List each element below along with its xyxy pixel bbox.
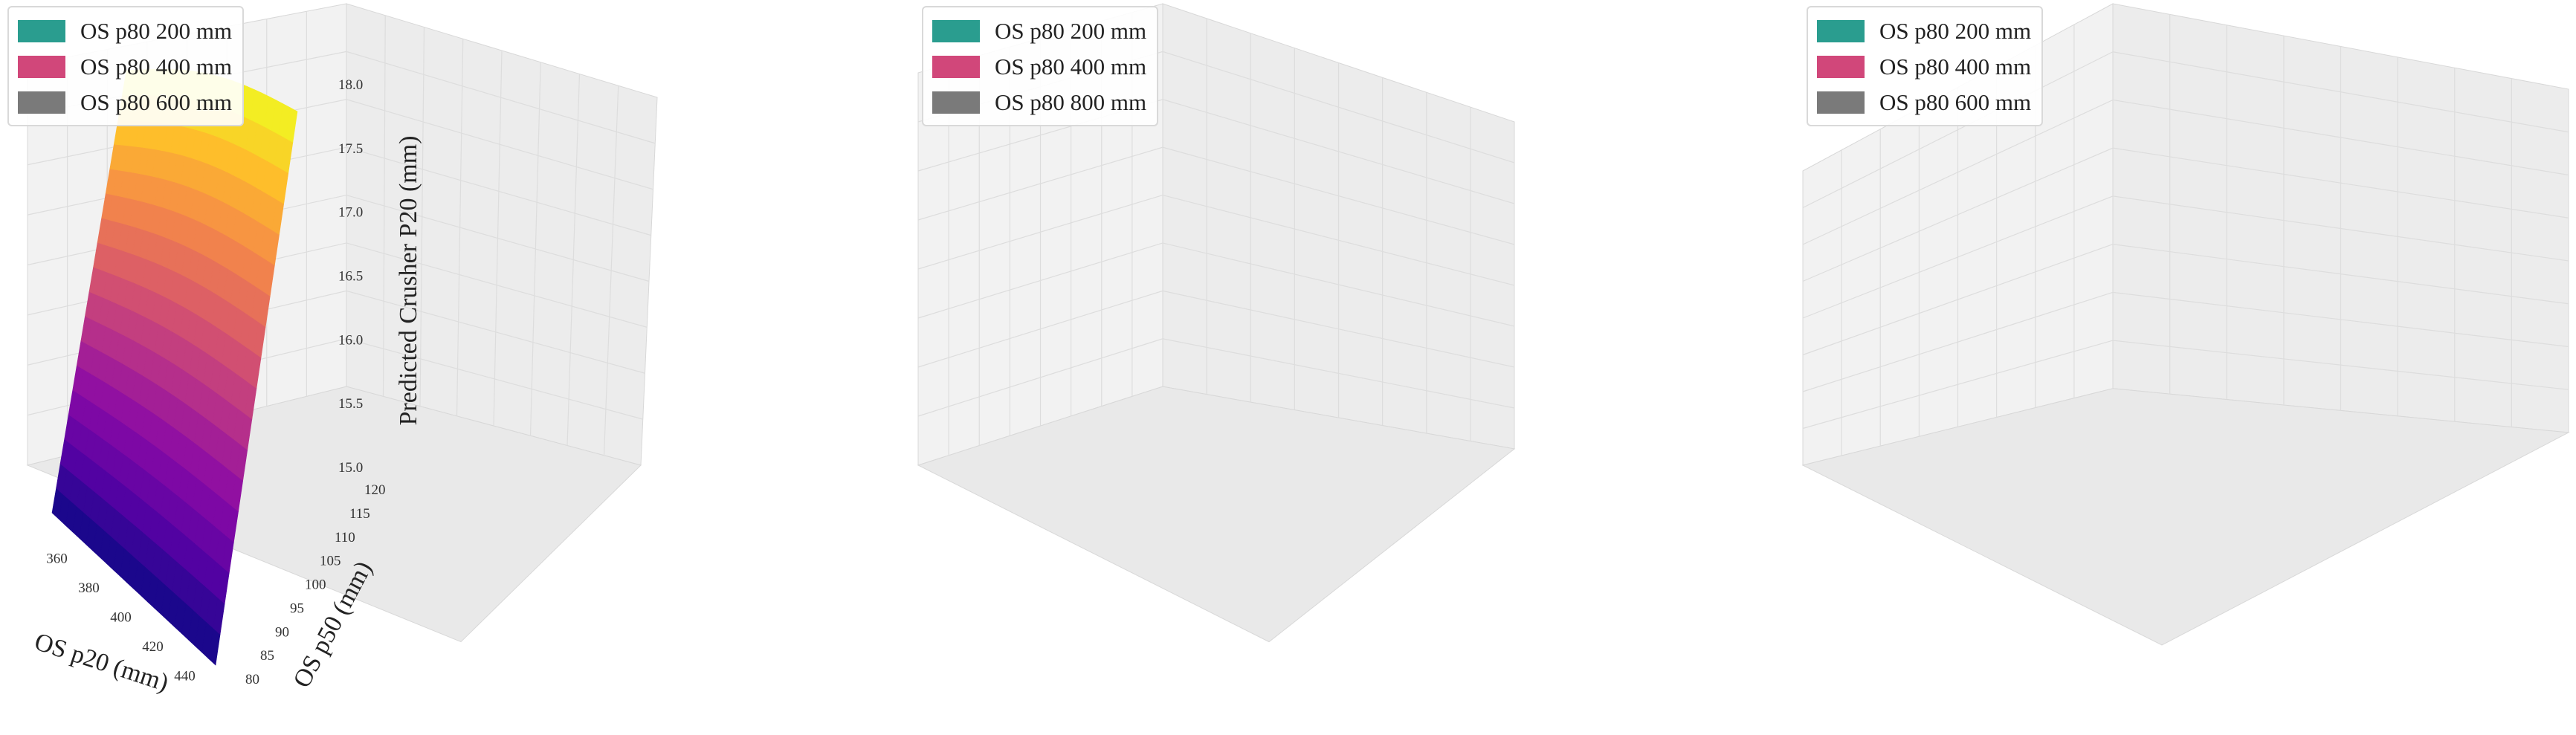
legend-swatch [932,91,980,114]
gridline [917,194,1515,286]
x-tick-label: 420 [142,639,164,655]
z-tick-label: 16.0 [338,332,363,348]
x-axis-label: OS p20 (mm) [31,628,172,697]
legend-item: OS p80 400 mm [18,49,232,85]
legend-label: OS p80 400 mm [80,54,233,80]
y-tick-label: 110 [335,530,355,545]
legend-item: OS p80 600 mm [18,85,232,120]
chart-panel-p50: OS p80 200 mm OS p80 400 mm OS p80 800 m… [914,0,1773,735]
x-tick-label: 440 [174,668,196,684]
legend-item: OS p80 600 mm [1817,85,2031,120]
x-tick-label: 360 [46,551,68,567]
z-tick-label: 15.5 [338,396,363,412]
floor-pane [1801,388,2570,646]
right-back-pane [346,3,658,466]
legend-label: OS p80 600 mm [1879,89,2032,115]
z-tick-label: 17.5 [338,141,363,157]
y-tick-label: 120 [364,482,386,498]
gridline [1802,244,2569,356]
surface-facet [285,107,298,143]
x-tick-label: 380 [78,580,100,596]
z-tick-label: 18.0 [338,77,363,93]
legend-swatch [1817,91,1865,114]
y-tick-label: 100 [305,577,326,593]
y-tick-label: 85 [260,648,274,664]
z-axis-label: Predicted Crusher P20 (mm) [395,136,422,426]
y-tick-label: 105 [320,554,341,569]
legend-label: OS p80 800 mm [995,89,1147,115]
legend-item: OS p80 400 mm [1817,49,2031,85]
gridline [603,85,619,456]
gridline [917,146,1515,245]
x-tick-label: 400 [110,610,132,626]
legend: OS p80 200 mm OS p80 400 mm OS p80 600 m… [7,6,245,126]
floor-pane [917,386,1516,643]
legend-swatch [18,56,65,78]
legend-swatch [932,20,980,42]
y-tick-label: 80 [245,672,259,687]
chart-panel-p20: OS p80 200 mm OS p80 400 mm OS p80 600 m… [0,0,859,735]
y-tick-label: 115 [349,506,370,522]
legend-item: OS p80 800 mm [932,85,1146,120]
y-tick-label: 90 [275,624,289,640]
legend-label: OS p80 400 mm [1879,54,2032,80]
legend-item: OS p80 200 mm [18,13,232,49]
gridline [1802,147,2569,282]
gridline [917,242,1515,327]
legend-item: OS p80 400 mm [932,49,1146,85]
legend-label: OS p80 200 mm [80,18,233,44]
gridline [1802,291,2569,392]
legend-swatch [18,20,65,42]
gridline [529,62,541,436]
legend-label: OS p80 200 mm [995,18,1147,44]
gridline [917,290,1515,368]
legend-label: OS p80 400 mm [995,54,1147,80]
gridline [1802,51,2569,209]
legend-item: OS p80 200 mm [1817,13,2031,49]
gridline [1802,195,2569,319]
z-tick-label: 17.0 [338,205,363,221]
legend-swatch [1817,20,1865,42]
legend-swatch [1817,56,1865,78]
legend-item: OS p80 200 mm [932,13,1146,49]
z-tick-label: 16.5 [338,269,363,285]
legend: OS p80 200 mm OS p80 400 mm OS p80 800 m… [922,6,1159,126]
gridline [917,99,1515,204]
chart-panel-p80: OS p80 200 mm OS p80 400 mm OS p80 600 m… [1799,0,2576,735]
legend-swatch [932,56,980,78]
z-tick-label: 15.0 [338,460,363,476]
legend: OS p80 200 mm OS p80 400 mm OS p80 600 m… [1807,6,2044,126]
gridline [566,74,581,446]
gridline [493,50,503,427]
y-tick-label: 95 [290,600,304,616]
gridline [917,338,1515,417]
gridline [1802,99,2569,245]
legend-swatch [18,91,65,114]
legend-label: OS p80 600 mm [80,89,233,115]
gridline [1802,340,2569,430]
legend-label: OS p80 200 mm [1879,18,2032,44]
